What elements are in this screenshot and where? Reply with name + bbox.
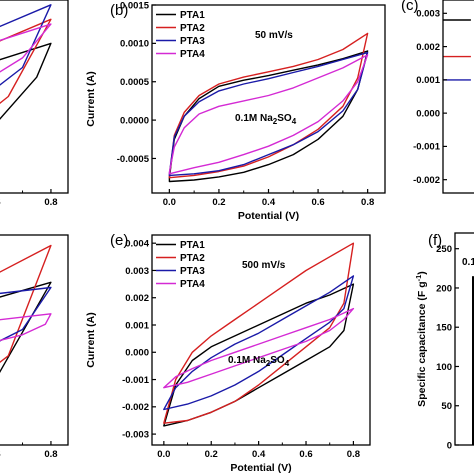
plot-frame-d bbox=[0, 234, 69, 446]
y-tick-label: 0.002 bbox=[125, 293, 149, 304]
panel-label: (f) bbox=[428, 232, 442, 249]
electrolyte-annotation: 0.1M Na2SO4 bbox=[235, 113, 297, 126]
series-pta4-curve bbox=[0, 313, 52, 342]
x-axis-label: Potential (V) bbox=[238, 210, 299, 222]
electrolyte-annotation: 0.1M Na2SO4 bbox=[228, 355, 290, 368]
plot-frame-c bbox=[442, 0, 474, 194]
y-tick-label: 0.002 bbox=[416, 42, 440, 53]
x-tick-label: 0.6 bbox=[0, 449, 1, 460]
y-tick-label: 0.003 bbox=[416, 9, 440, 20]
panel-b: -0.0005 0.0000 0.0005 0.0010 0.0015 0.0 0.2 0.4… bbox=[85, 0, 386, 222]
series-pta4-curve bbox=[168, 54, 369, 175]
series-pta4-curve bbox=[0, 23, 52, 73]
legend-label: PTA4 bbox=[180, 279, 205, 290]
rate-annotation: 50 mV/s bbox=[255, 30, 293, 41]
y-tick-label: 0 bbox=[447, 440, 452, 451]
y-tick-label: 0.001 bbox=[416, 75, 440, 86]
y-tick-label: -0.001 bbox=[122, 375, 150, 386]
y-tick-label: -0.002 bbox=[413, 175, 440, 186]
x-tick-label: 0.0 bbox=[163, 197, 176, 208]
series-pta2-curve bbox=[163, 242, 355, 424]
x-tick-label: 0.2 bbox=[205, 449, 218, 460]
series-pta2-curve bbox=[0, 18, 52, 105]
panel-e: -0.003 -0.002 -0.001 0.000 0.001 0.002 0.003 0.… bbox=[85, 232, 371, 474]
plot-frame-e bbox=[151, 234, 371, 446]
series-pta1-curve bbox=[168, 50, 369, 183]
panel-label: (c) bbox=[401, 0, 419, 14]
rate-annotation: 500 mV/s bbox=[242, 260, 286, 271]
y-axis-label: Current (A) bbox=[85, 312, 97, 367]
legend-label: PTA1 bbox=[180, 240, 205, 251]
y-tick-label: 0.000 bbox=[125, 348, 149, 359]
legend-label: PTA1 bbox=[180, 10, 205, 21]
y-tick-label: -0.001 bbox=[413, 142, 441, 153]
y-tick-label: 0.0000 bbox=[120, 115, 149, 126]
bar-0 bbox=[472, 276, 474, 445]
y-tick-label: 0.004 bbox=[125, 238, 149, 249]
series-group-c bbox=[443, 19, 471, 81]
x-tick-label: 0.6 bbox=[299, 449, 312, 460]
series-pta3-curve bbox=[0, 4, 52, 86]
legend-label: PTA4 bbox=[180, 49, 205, 60]
legend-label: PTA2 bbox=[180, 23, 205, 34]
y-tick-label: -0.003 bbox=[122, 429, 149, 440]
y-tick-label: 0.000 bbox=[416, 108, 440, 119]
y-tick-label: -0.002 bbox=[122, 402, 149, 413]
series-pta1-curve bbox=[0, 281, 52, 374]
x-tick-label: 0.8 bbox=[361, 197, 374, 208]
series-pta2-curve bbox=[168, 32, 369, 179]
x-tick-label: 0.2 bbox=[212, 197, 225, 208]
annotation: 0.1 bbox=[462, 257, 474, 268]
x-tick-label: 0.8 bbox=[347, 449, 360, 460]
plot-frame-a bbox=[0, 0, 69, 194]
panel-label: (e) bbox=[110, 232, 128, 249]
y-tick-label: 0.0005 bbox=[120, 77, 150, 88]
y-tick-label: 0.001 bbox=[125, 320, 149, 331]
x-tick-label: 0.8 bbox=[44, 449, 57, 460]
series-pta3-curve bbox=[0, 286, 52, 342]
series-group-b bbox=[168, 32, 369, 183]
y-tick-label: 0.003 bbox=[125, 266, 149, 277]
series-group-e bbox=[163, 242, 355, 427]
panel-a: 0.6 0.8 bbox=[0, 0, 69, 208]
y-tick-label: -0.0005 bbox=[117, 154, 150, 165]
x-tick-label: 0.6 bbox=[311, 197, 324, 208]
plot-frame-f bbox=[454, 232, 474, 446]
panel-f: 0 50 100 150 200 250 Specific capacitance (F g… bbox=[414, 232, 474, 451]
y-tick-label: 100 bbox=[436, 362, 452, 373]
series-pta2-curve bbox=[0, 244, 52, 363]
x-tick-label: 0.4 bbox=[262, 197, 276, 208]
panel-d: 0.6 0.8 bbox=[0, 234, 69, 460]
y-tick-label: 150 bbox=[436, 323, 452, 334]
y-tick-label: 0.0010 bbox=[120, 39, 149, 50]
series-pta1-curve bbox=[0, 42, 52, 120]
x-axis-label: Potential (V) bbox=[230, 462, 291, 474]
series-group-a bbox=[0, 4, 52, 120]
y-tick-label: 50 bbox=[441, 401, 452, 412]
series-group-d bbox=[0, 244, 52, 374]
x-tick-label: 0.6 bbox=[0, 197, 1, 208]
y-axis-label: Current (A) bbox=[85, 71, 97, 126]
y-tick-label: 0.0015 bbox=[120, 0, 150, 11]
y-tick-label: 200 bbox=[436, 283, 452, 294]
y-tick-label: 250 bbox=[436, 244, 452, 255]
series-pta3-curve bbox=[168, 51, 369, 177]
panel-label: (b) bbox=[110, 2, 128, 19]
legend-label: PTA3 bbox=[180, 36, 205, 47]
x-tick-label: 0.8 bbox=[44, 197, 57, 208]
panel-c: -0.002 -0.001 0.000 0.001 0.002 0.003(c) bbox=[401, 0, 474, 194]
series-group-f bbox=[472, 276, 474, 445]
x-tick-label: 0.0 bbox=[157, 449, 170, 460]
y-axis-label: Specific capacitance (F g-1) bbox=[414, 271, 428, 407]
series-pta3-curve bbox=[163, 275, 355, 411]
legend-label: PTA2 bbox=[180, 253, 205, 264]
x-tick-label: 0.4 bbox=[252, 449, 266, 460]
legend-label: PTA3 bbox=[180, 266, 205, 277]
series-pta4-curve bbox=[163, 307, 355, 389]
